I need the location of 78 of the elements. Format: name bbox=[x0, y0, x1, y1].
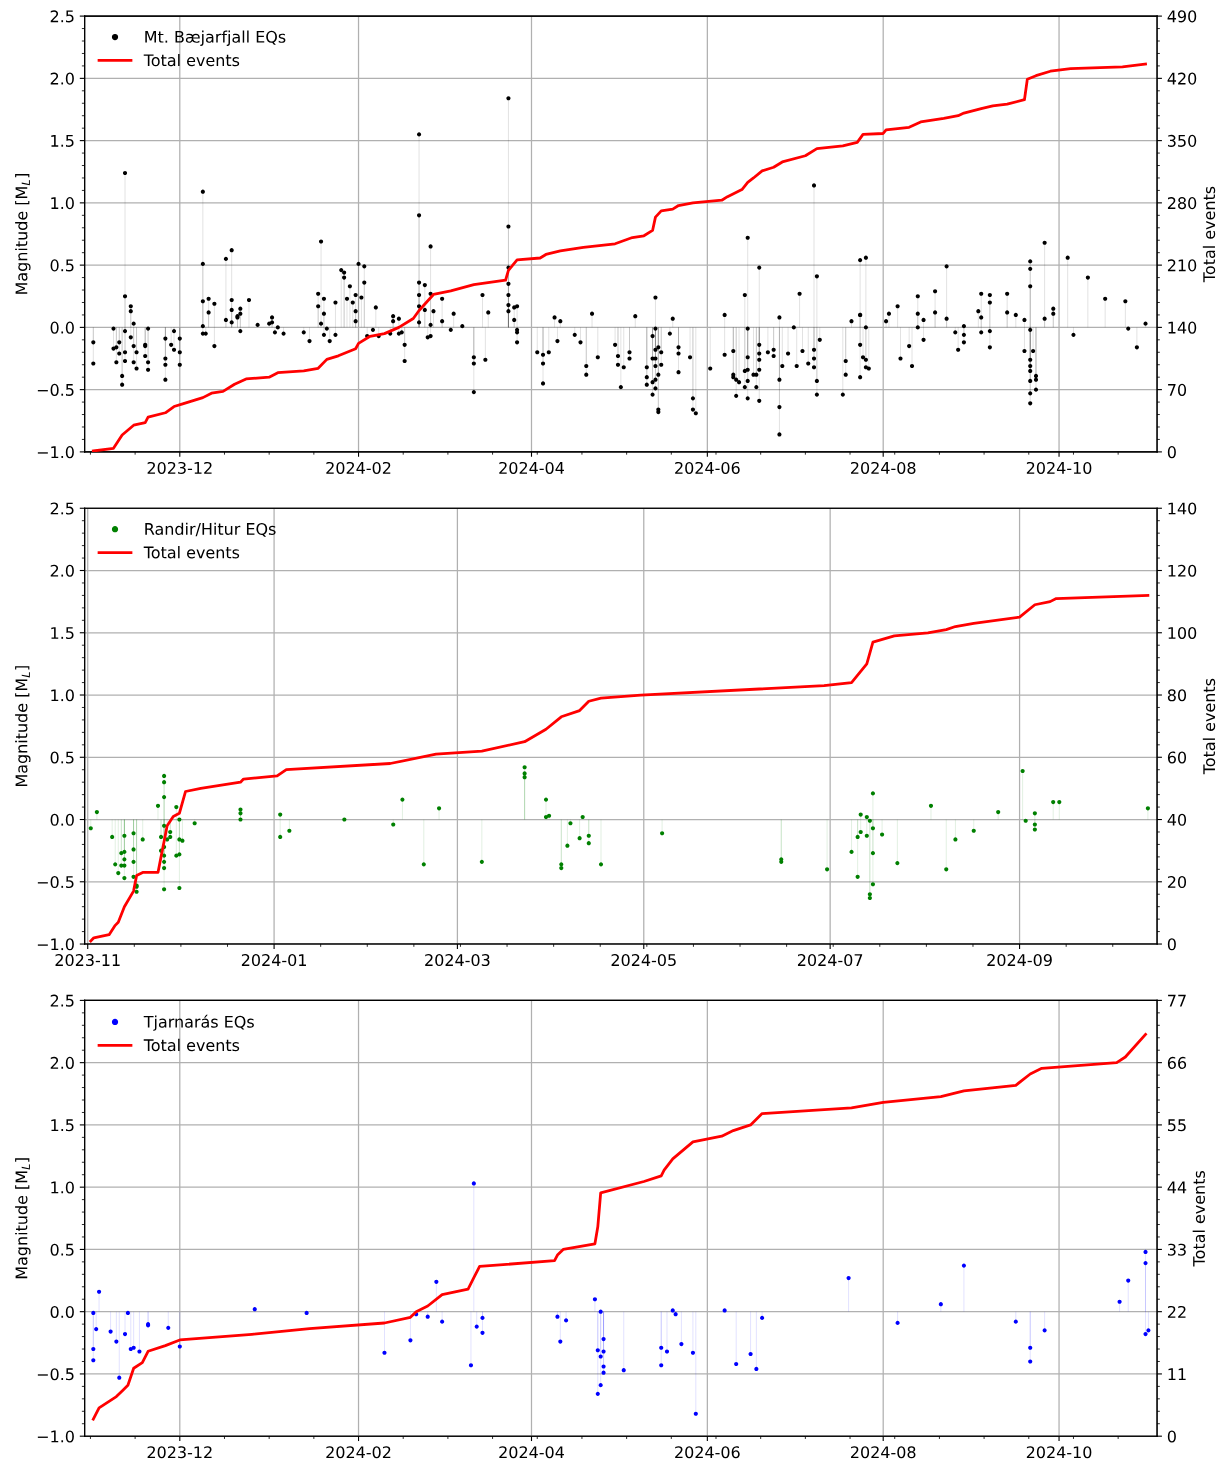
y2-tick-label: 22 bbox=[1167, 1305, 1186, 1318]
y2-tick-label: 0 bbox=[1167, 446, 1176, 459]
y-tick-label: 1.0 bbox=[51, 689, 74, 702]
x-tick-label: 2024-01 bbox=[241, 954, 306, 967]
y2-tick-label: 40 bbox=[1167, 813, 1187, 826]
y2-tick-label: 33 bbox=[1168, 1243, 1186, 1256]
y-tick-label: 2.0 bbox=[50, 564, 74, 577]
x-tick-label: 2023-12 bbox=[147, 461, 212, 474]
y-tick-label: −1.0 bbox=[37, 1430, 74, 1443]
y-tick-label: 1.5 bbox=[51, 1119, 74, 1132]
y2-tick-label: 66 bbox=[1167, 1056, 1187, 1069]
y-tick-label: 2.0 bbox=[50, 1056, 74, 1069]
y2-tick-label: 70 bbox=[1168, 383, 1187, 396]
y2-axis-title: Total events bbox=[1192, 1170, 1206, 1267]
y2-tick-label: 0 bbox=[1167, 938, 1176, 951]
y-tick-label: 2.5 bbox=[50, 502, 74, 515]
x-tick-label: 2023-12 bbox=[147, 1446, 212, 1459]
y2-tick-label: 11 bbox=[1168, 1368, 1186, 1380]
y-tick-label: −1.0 bbox=[37, 446, 74, 459]
y2-tick-label: 210 bbox=[1167, 259, 1197, 272]
legend-label: Mt. Bæjarfjall EQs bbox=[145, 30, 286, 46]
x-tick-label: 2024-06 bbox=[675, 1446, 740, 1459]
x-tick-label: 2024-10 bbox=[1026, 461, 1092, 474]
x-tick-label: 2024-07 bbox=[797, 954, 863, 967]
y2-tick-label: 0 bbox=[1167, 1430, 1176, 1443]
y2-tick-label: 350 bbox=[1168, 134, 1197, 147]
y-tick-label: 1.5 bbox=[51, 627, 74, 640]
legend-label: Randir/Hitur EQs bbox=[145, 522, 276, 537]
y2-axis-title: Total events bbox=[1202, 678, 1216, 775]
y-tick-label: −1.0 bbox=[37, 938, 74, 951]
legend-label: Total events bbox=[143, 1038, 240, 1052]
x-tick-label: 2024-02 bbox=[326, 1446, 391, 1459]
y2-tick-label: 55 bbox=[1168, 1119, 1186, 1132]
x-tick-label: 2024-03 bbox=[425, 954, 490, 967]
y-tick-label: 0.5 bbox=[50, 751, 74, 764]
y2-tick-label: 420 bbox=[1167, 72, 1197, 85]
y2-tick-label: 120 bbox=[1168, 564, 1197, 577]
x-tick-label: 2024-06 bbox=[675, 461, 740, 474]
y-tick-label: −0.5 bbox=[37, 875, 74, 889]
y-tick-label: 2.5 bbox=[50, 10, 74, 23]
y-tick-label: 2.5 bbox=[50, 994, 74, 1007]
y2-tick-label: 44 bbox=[1167, 1181, 1187, 1194]
y-tick-label: −0.5 bbox=[37, 383, 74, 396]
y2-tick-label: 80 bbox=[1167, 689, 1187, 702]
x-tick-label: 2024-08 bbox=[851, 1446, 916, 1459]
x-tick-label: 2024-09 bbox=[987, 954, 1052, 967]
x-tick-label: 2024-10 bbox=[1026, 1446, 1092, 1459]
y-tick-label: 0.5 bbox=[50, 1243, 74, 1256]
x-tick-label: 2024-05 bbox=[611, 954, 676, 967]
legend-label: Total events bbox=[143, 546, 240, 559]
legend-label: Tjarnarás EQs bbox=[143, 1014, 254, 1031]
y-tick-label: 1.0 bbox=[51, 197, 74, 210]
y2-tick-label: 280 bbox=[1167, 197, 1197, 210]
y2-tick-label: 77 bbox=[1168, 994, 1186, 1007]
x-tick-label: 2024-04 bbox=[499, 1446, 564, 1459]
y2-tick-label: 60 bbox=[1167, 751, 1187, 764]
y2-tick-label: 100 bbox=[1168, 626, 1197, 640]
y2-axis-title: Total events bbox=[1202, 186, 1216, 283]
y-tick-label: 0.5 bbox=[50, 259, 74, 272]
x-tick-label: 2024-04 bbox=[499, 461, 564, 474]
y-axis-title: Magnitude [M$_{L}$] bbox=[15, 1158, 31, 1279]
y-tick-label: 0.0 bbox=[50, 813, 74, 826]
y2-tick-label: 140 bbox=[1168, 502, 1197, 515]
y2-tick-label: 490 bbox=[1167, 10, 1197, 23]
y-tick-label: 2.0 bbox=[50, 72, 74, 85]
legend-label: Total events bbox=[143, 53, 240, 67]
y2-tick-label: 140 bbox=[1168, 321, 1197, 334]
y-tick-label: −0.5 bbox=[37, 1368, 74, 1381]
y-axis-title: Magnitude [M$_{L}$] bbox=[15, 666, 31, 786]
y-tick-label: 0.0 bbox=[50, 1305, 74, 1318]
y-tick-label: 1.0 bbox=[51, 1181, 74, 1194]
x-tick-label: 2024-02 bbox=[326, 461, 391, 474]
y2-tick-label: 20 bbox=[1167, 875, 1187, 889]
x-tick-label: 2023-11 bbox=[55, 954, 120, 967]
y-tick-label: 1.5 bbox=[51, 135, 74, 147]
y-tick-label: 0.0 bbox=[50, 321, 74, 334]
x-tick-label: 2024-08 bbox=[851, 461, 916, 474]
y-axis-title: Magnitude [M$_{L}$] bbox=[15, 174, 31, 294]
